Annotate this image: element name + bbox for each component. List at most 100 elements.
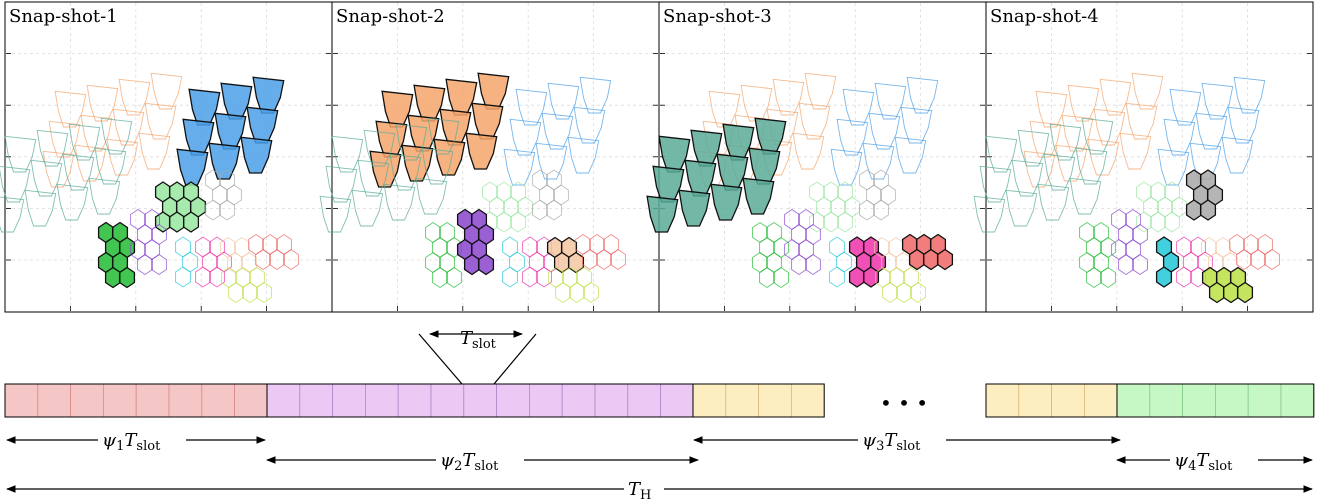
cell xyxy=(1035,90,1068,128)
cell-cluster-peach xyxy=(220,236,257,274)
cell xyxy=(395,123,428,161)
cell-cluster-magenta xyxy=(848,236,887,288)
snapshot-title: Snap-shot-4 xyxy=(990,6,1099,27)
cell xyxy=(154,211,172,233)
cell xyxy=(836,118,869,156)
time-slot xyxy=(70,383,104,418)
cell xyxy=(1227,106,1260,144)
timeline-segment-3 xyxy=(692,383,825,418)
duration-label-2: ψ2Tslot xyxy=(440,450,499,474)
cell-cluster-lime xyxy=(548,266,599,304)
cell xyxy=(1195,112,1228,150)
cell-cluster-orange xyxy=(1023,72,1164,188)
cell xyxy=(1049,123,1082,161)
slot-callout-left-line xyxy=(418,333,463,385)
cell xyxy=(1125,102,1158,140)
cell xyxy=(104,266,122,289)
cell-cluster-purple xyxy=(456,208,495,276)
cell xyxy=(804,72,837,110)
cell xyxy=(573,106,606,144)
cell xyxy=(88,177,121,215)
cell xyxy=(710,183,743,221)
cell xyxy=(1233,76,1266,114)
cell xyxy=(54,90,87,128)
segment-outline xyxy=(1116,383,1315,418)
duration-label-2-tsub: slot xyxy=(474,459,499,474)
cell xyxy=(209,266,225,288)
slot-label: Tslot xyxy=(460,328,497,352)
segment-outline xyxy=(692,383,825,418)
time-slot xyxy=(1247,383,1282,418)
cell xyxy=(106,138,139,176)
cell xyxy=(1199,199,1217,221)
duration-label-1-tsub: slot xyxy=(136,439,161,454)
cell-cluster-lime xyxy=(221,266,272,304)
cell xyxy=(36,129,69,167)
cell xyxy=(369,150,402,188)
cell xyxy=(973,195,1006,233)
duration-label-1-t: T xyxy=(124,430,138,451)
cell xyxy=(256,281,272,304)
cell xyxy=(331,135,364,173)
time-slot xyxy=(201,383,236,418)
cell-layout xyxy=(973,72,1280,304)
cell-cluster-orange xyxy=(369,72,510,188)
cell xyxy=(1169,88,1202,126)
cell-cluster-red xyxy=(901,233,954,271)
time-slot xyxy=(594,383,629,418)
cell-layout xyxy=(646,72,954,304)
cell xyxy=(433,138,466,176)
cell xyxy=(805,253,821,276)
duration-label-4-tsub: slot xyxy=(1208,459,1233,474)
cell xyxy=(1163,118,1196,156)
cell xyxy=(610,248,626,271)
cell xyxy=(1131,72,1164,110)
cell xyxy=(874,82,907,120)
cell xyxy=(86,84,119,122)
time-slot xyxy=(985,383,1020,418)
cell xyxy=(319,195,352,233)
cell xyxy=(510,211,526,233)
cell xyxy=(42,150,75,188)
cell xyxy=(1155,266,1173,288)
cell xyxy=(1061,114,1094,152)
time-slot xyxy=(1018,383,1052,418)
cell-cluster-red xyxy=(575,233,626,271)
cell xyxy=(138,132,171,170)
snapshot-panel-2: Snap-shot-2 xyxy=(319,1,660,313)
cell-cluster-teal xyxy=(319,117,460,233)
cell-cluster-lightgreen xyxy=(809,181,860,233)
time-slot xyxy=(1116,383,1151,418)
duration-label-2-t: T xyxy=(462,450,476,471)
snapshot-panels: Snap-shot-1 Snap-shot-2 Snap-shot-3 Snap… xyxy=(0,1,1314,313)
cell xyxy=(118,78,151,116)
cell xyxy=(100,117,133,155)
cell xyxy=(936,248,954,271)
cell xyxy=(894,136,927,174)
time-slot xyxy=(234,383,268,418)
cell-cluster-purple xyxy=(1111,208,1148,276)
cell xyxy=(357,159,390,197)
time-slot xyxy=(1084,383,1118,418)
cell xyxy=(4,135,37,173)
time-slot xyxy=(103,383,137,418)
cell xyxy=(62,153,95,191)
time-slot xyxy=(397,383,432,418)
cell xyxy=(30,159,63,197)
duration-label-bg-4 xyxy=(1170,446,1258,470)
cell xyxy=(74,144,107,182)
cell xyxy=(742,177,775,215)
time-slot xyxy=(660,383,694,418)
timeline-segment-4 xyxy=(985,383,1118,418)
cell xyxy=(1264,248,1280,271)
timeline-segment-2 xyxy=(266,383,694,418)
cell-cluster-gray xyxy=(1185,169,1224,221)
cell xyxy=(463,253,481,276)
time-slot xyxy=(725,383,759,418)
cell xyxy=(567,251,585,274)
cell xyxy=(56,183,89,221)
cell-cluster-lime xyxy=(1201,266,1254,304)
slot-callout: Tslot xyxy=(418,328,537,385)
time-slot xyxy=(1149,383,1184,418)
cell xyxy=(175,266,191,288)
